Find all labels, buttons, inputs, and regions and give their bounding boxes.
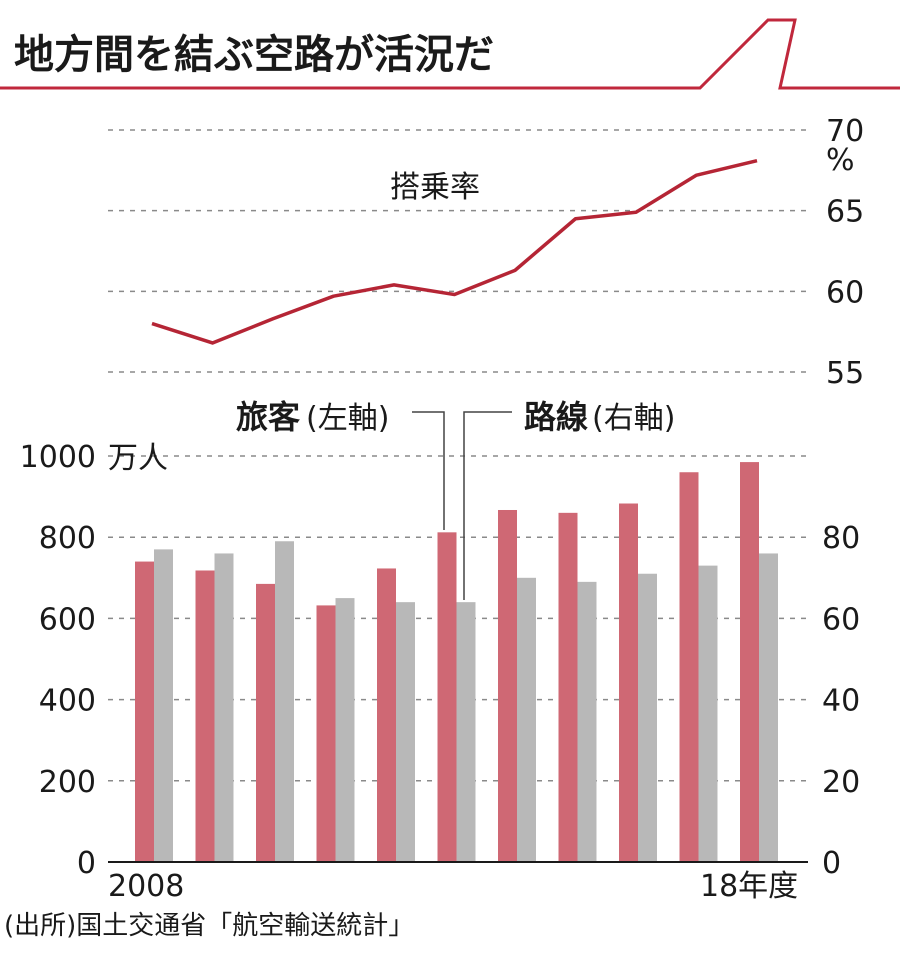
legend-passengers-axis-note: (左軸) — [306, 401, 389, 436]
bar-series — [135, 462, 778, 862]
title-rule — [0, 18, 900, 90]
chart-title: 地方間を結ぶ空路が活況だ — [14, 32, 494, 78]
bar-routes — [456, 602, 476, 862]
bar-right-tick-label: 60 — [822, 602, 860, 637]
bar-routes — [517, 577, 536, 862]
bar-routes — [214, 553, 234, 862]
line-chart-y-ticks: 70 65 60 55 — [826, 114, 864, 391]
bar-routes — [335, 598, 355, 862]
x-label-last: 18年度 — [700, 869, 798, 904]
bar-left-tick-label: 400 — [39, 684, 96, 719]
bar-passengers — [256, 583, 275, 862]
line-y-tick-label: 65 — [826, 195, 864, 230]
bar-routes — [698, 565, 718, 862]
bar-chart-right-ticks: 80 60 40 20 0 — [822, 521, 860, 881]
bar-passengers — [135, 561, 154, 862]
bar-routes — [396, 602, 415, 862]
bar-right-tick-label: 20 — [822, 765, 860, 800]
bar-passengers — [316, 605, 336, 862]
bar-right-tick-label: 0 — [822, 846, 841, 881]
bar-passengers — [195, 570, 215, 862]
bar-left-tick-label: 200 — [39, 765, 96, 800]
bar-chart-left-ticks: 1000 800 600 400 200 0 — [20, 440, 96, 881]
bar-passengers — [377, 568, 396, 862]
load-factor-points — [151, 160, 758, 344]
line-y-tick-label: 60 — [826, 275, 864, 310]
bar-left-tick-label: 0 — [77, 846, 96, 881]
bar-passengers — [619, 503, 638, 862]
line-y-tick-label: 55 — [826, 356, 864, 391]
source-note: (出所)国土交通省「航空輸送統計」 — [4, 911, 414, 941]
bar-passengers — [437, 532, 457, 862]
bar-right-tick-label: 40 — [822, 684, 860, 719]
bar-routes — [577, 581, 597, 862]
bar-routes — [759, 553, 778, 862]
bar-passengers — [740, 462, 759, 862]
bar-passengers — [558, 512, 578, 862]
line-chart-grid — [108, 129, 808, 373]
bar-passengers — [498, 509, 517, 862]
bar-passengers — [679, 472, 699, 862]
legend-routes-axis-note: (右軸) — [592, 401, 675, 436]
legend-routes-leader — [463, 411, 512, 600]
line-y-tick-label: 70 — [826, 114, 864, 149]
bar-chart-left-unit: 万人 — [108, 441, 168, 476]
bar-right-tick-label: 80 — [822, 521, 860, 556]
bar-left-tick-label: 600 — [39, 602, 96, 637]
legend-passengers-leader — [412, 411, 445, 530]
line-chart-unit: % — [826, 143, 855, 178]
legend-routes-name: 路線 — [524, 398, 588, 436]
line-series-label: 搭乗率 — [390, 170, 480, 205]
bar-left-tick-label: 800 — [39, 521, 96, 556]
x-label-first: 2008 — [108, 869, 184, 904]
bar-routes — [275, 541, 294, 862]
bar-routes — [638, 573, 657, 862]
bar-routes — [154, 549, 173, 862]
legend-passengers-name: 旅客 — [236, 398, 300, 436]
bar-left-tick-label: 1000 — [20, 440, 96, 475]
